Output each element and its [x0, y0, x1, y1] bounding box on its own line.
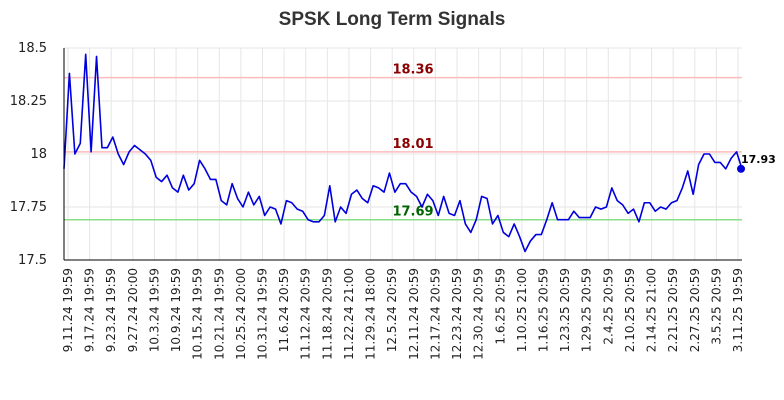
x-tick-label-20: 1.6.25 20:59: [493, 268, 507, 345]
series-line-0: [63, 53, 743, 253]
x-tick-label-29: 2.27.25 20:59: [688, 268, 702, 352]
last-point-label: 17.93: [741, 153, 776, 166]
x-tick-label-8: 10.25.24 20:00: [234, 268, 248, 360]
y-axis-ticks: 17.5 17.75 18 18.25 18.5: [10, 41, 47, 268]
x-tick-label-31: 3.11.25 19:59: [731, 268, 745, 352]
series-group: [63, 53, 743, 253]
x-tick-label-22: 1.16.25 20:59: [536, 268, 550, 352]
x-tick-label-14: 11.29.24 18:00: [364, 268, 378, 360]
x-tick-label-15: 12.5.24 20:59: [385, 268, 399, 352]
x-tick-label-28: 2.21.25 20:59: [666, 268, 680, 352]
x-tick-label-23: 1.23.25 20:59: [558, 268, 572, 352]
signal-lines: 18.36 18.01 17.69: [64, 63, 742, 221]
x-tick-label-11: 11.12.24 20:59: [299, 268, 313, 360]
x-tick-label-25: 2.4.25 20:59: [601, 268, 615, 345]
x-tick-label-4: 10.3.24 19:59: [147, 268, 161, 352]
x-tick-label-6: 10.15.24 19:59: [191, 268, 205, 360]
y-tick-label-4: 18.5: [18, 41, 47, 56]
signal-line-label-0: 18.36: [392, 63, 433, 78]
grid: [64, 47, 742, 261]
x-tick-label-5: 10.9.24 19:59: [169, 268, 183, 352]
x-tick-label-3: 9.27.24 20:00: [126, 268, 140, 352]
x-tick-label-26: 2.10.25 20:59: [623, 268, 637, 352]
x-tick-label-30: 3.5.25 20:59: [709, 268, 723, 345]
x-tick-label-9: 10.31.24 19:59: [256, 268, 270, 360]
y-tick-label-3: 18.25: [10, 94, 47, 109]
x-tick-label-12: 11.18.24 20:59: [320, 268, 334, 360]
y-tick-label-0: 17.5: [18, 253, 47, 268]
axes: [63, 48, 742, 261]
last-point-marker: [737, 164, 745, 173]
x-tick-label-2: 9.23.24 19:59: [104, 268, 118, 352]
x-tick-label-19: 12.30.24 20:59: [472, 268, 486, 360]
x-tick-label-18: 12.23.24 20:59: [450, 268, 464, 360]
x-axis-ticks: 9.11.24 19:59 9.17.24 19:59 9.23.24 19:59 9…: [61, 268, 745, 360]
x-tick-label-21: 1.10.25 21:00: [515, 268, 529, 352]
x-tick-label-1: 9.17.24 19:59: [83, 268, 97, 352]
x-tick-label-17: 12.17.24 20:59: [428, 268, 442, 360]
y-tick-label-2: 18: [30, 147, 47, 162]
x-tick-label-0: 9.11.24 19:59: [61, 268, 75, 352]
last-point-group: 17.93: [737, 153, 776, 173]
signal-line-label-1: 18.01: [392, 137, 433, 152]
x-tick-label-13: 11.22.24 21:00: [342, 268, 356, 360]
x-tick-label-24: 1.29.25 20:59: [580, 268, 594, 352]
x-tick-label-7: 10.21.24 19:59: [212, 268, 226, 360]
chart-title: SPSK Long Term Signals: [279, 9, 506, 30]
x-tick-label-16: 12.11.24 20:59: [407, 268, 421, 360]
x-tick-label-10: 11.6.24 20:59: [277, 268, 291, 352]
x-tick-label-27: 2.14.25 21:00: [645, 268, 659, 352]
y-tick-label-1: 17.75: [10, 200, 47, 215]
signal-line-label-2: 17.69: [392, 205, 433, 220]
